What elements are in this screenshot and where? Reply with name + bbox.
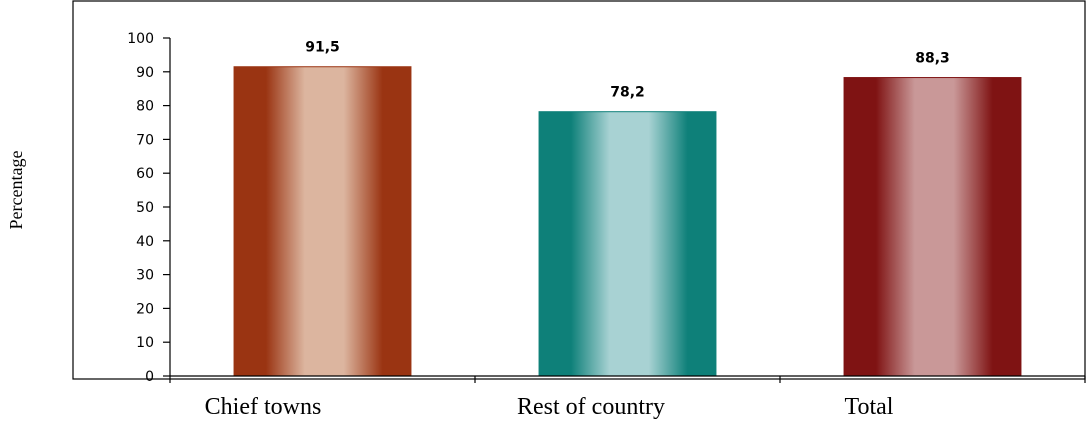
y-tick-label: 30 bbox=[136, 268, 154, 284]
y-tick-label: 100 bbox=[127, 31, 154, 47]
y-tick-label: 10 bbox=[136, 335, 154, 351]
bar bbox=[538, 111, 717, 377]
x-category-label: Rest of country bbox=[517, 394, 665, 420]
x-category-label: Chief towns bbox=[205, 394, 322, 420]
x-category-label: Total bbox=[845, 394, 894, 420]
y-tick-label: 0 bbox=[145, 369, 154, 385]
bar-value-label: 88,3 bbox=[915, 51, 950, 67]
y-axis: 0 10 20 30 40 50 60 70 80 90 100 bbox=[127, 31, 171, 385]
y-tick-label: 80 bbox=[136, 99, 154, 115]
plot-frame bbox=[72, 0, 1086, 380]
bar-value-label: 91,5 bbox=[305, 40, 340, 56]
y-tick-label: 60 bbox=[136, 166, 154, 182]
x-axis: Chief towns Rest of country Total bbox=[169, 375, 1086, 420]
y-tick-label: 20 bbox=[136, 301, 154, 317]
y-axis-title: Percentage bbox=[6, 151, 26, 230]
bar bbox=[233, 66, 412, 377]
y-tick-label: 90 bbox=[136, 65, 154, 81]
bar-value-label: 78,2 bbox=[610, 85, 645, 101]
bar bbox=[843, 77, 1022, 377]
y-tick-label: 50 bbox=[136, 200, 154, 216]
y-tick-label: 40 bbox=[136, 234, 154, 250]
bars-group: 91,5 78,2 88,3 bbox=[233, 40, 1022, 377]
y-tick-label: 70 bbox=[136, 132, 154, 148]
